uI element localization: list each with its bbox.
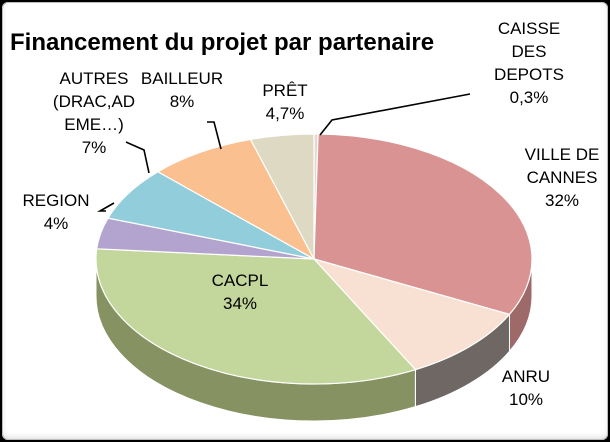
slice-value-label: 4% [44,214,69,233]
slice-name-label: DEPOTS [494,65,564,84]
pie-slice [249,133,315,260]
slice-name-label: CANNES [527,168,598,187]
pie-slice [313,133,533,316]
pie-slice [312,257,511,371]
slice-value-label: 34% [223,294,257,313]
leader-line [125,141,150,174]
slice-name-label: PRÊT [262,81,307,100]
leader-line [96,202,115,212]
slice-name-label: REGION [22,191,89,210]
slice-name-label: (DRAC,AD [53,92,135,111]
slice-value-label: 4,7% [266,104,305,123]
slice-name-label: CACPL [212,271,269,290]
slice-name-label: VILLE DE [525,145,600,164]
slice-name-label: AUTRES [60,69,129,88]
slice-value-label: 32% [545,191,579,210]
slice-value-label: 10% [509,390,543,409]
slice-name-label: DES [512,42,547,61]
slice-name-label: EME…) [64,115,124,134]
pie-slice [95,248,417,385]
slice-name-label: ANRU [502,367,550,386]
chart-title: Financement du projet par partenaire [10,29,434,56]
leader-line [207,121,222,150]
pie-slice [156,138,316,261]
slice-name-label: CAISSE [498,19,560,38]
slice-name-label: BAILLEUR [141,69,223,88]
slice-value-label: 7% [82,138,107,157]
leader-line [319,93,471,136]
slice-value-label: 8% [170,92,195,111]
slice-value-label: 0,3% [510,88,549,107]
